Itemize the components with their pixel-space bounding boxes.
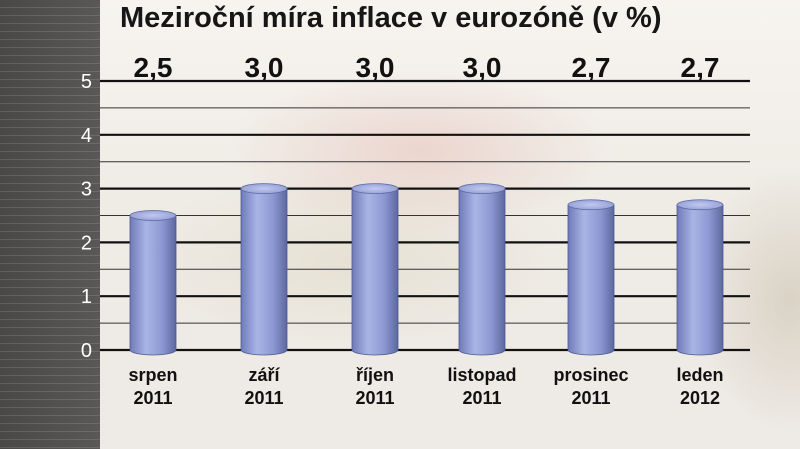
bar-cap <box>351 183 399 195</box>
y-axis-ticks: 0 1 2 3 4 5 <box>81 71 92 362</box>
bar <box>129 210 177 356</box>
x-tick-label-year: 2012 <box>680 388 720 408</box>
data-label: 3,0 <box>245 52 284 83</box>
bar-cap <box>458 183 506 195</box>
x-tick-label-month: leden <box>676 365 723 385</box>
y-tick-label: 5 <box>81 71 92 93</box>
bar-body <box>676 204 724 356</box>
left-panel-lines <box>0 0 100 449</box>
x-tick-label-year: 2011 <box>244 388 283 408</box>
x-tick-label-month: srpen <box>128 365 177 385</box>
x-tick-label-month: prosinec <box>553 365 628 385</box>
bar-body <box>458 188 506 356</box>
bar <box>458 183 506 356</box>
x-tick-label-month: říjen <box>356 365 394 385</box>
bar-cap <box>567 199 615 211</box>
x-axis-labels: srpen 2011 září 2011 říjen 2011 listopad 2011 pr… <box>128 365 723 408</box>
bar-body <box>567 204 615 356</box>
data-labels: 2,5 3,0 3,0 3,0 2,7 2,7 <box>134 52 720 83</box>
bar-body <box>240 188 288 356</box>
data-label: 3,0 <box>463 52 502 83</box>
bar <box>240 183 288 356</box>
x-tick-label-year: 2011 <box>571 388 610 408</box>
bar-cap <box>129 210 177 221</box>
bar-body <box>129 215 177 356</box>
y-tick-label: 3 <box>81 179 92 201</box>
y-tick-label: 0 <box>81 340 92 362</box>
x-tick-label-year: 2011 <box>462 388 501 408</box>
data-label: 2,5 <box>134 52 173 83</box>
bar-cap <box>240 183 288 195</box>
y-tick-label: 1 <box>81 286 92 308</box>
x-tick-label-month: listopad <box>447 365 516 385</box>
bars <box>129 183 724 356</box>
data-label: 2,7 <box>681 52 720 83</box>
x-tick-label-year: 2011 <box>355 388 394 408</box>
bar <box>567 199 615 356</box>
x-tick-label-month: září <box>248 365 280 385</box>
y-tick-label: 4 <box>81 125 92 147</box>
bar-body <box>351 188 399 356</box>
left-axis-panel <box>0 0 100 449</box>
data-label: 2,7 <box>572 52 611 83</box>
bar <box>351 183 399 356</box>
y-tick-label: 2 <box>81 232 92 254</box>
gridlines <box>100 79 750 352</box>
bar-cap <box>676 199 724 211</box>
data-label: 3,0 <box>356 52 395 83</box>
chart-title: Meziroční míra inflace v eurozóně (v %) <box>120 2 662 34</box>
x-tick-label-year: 2011 <box>133 388 172 408</box>
bar <box>676 199 724 356</box>
